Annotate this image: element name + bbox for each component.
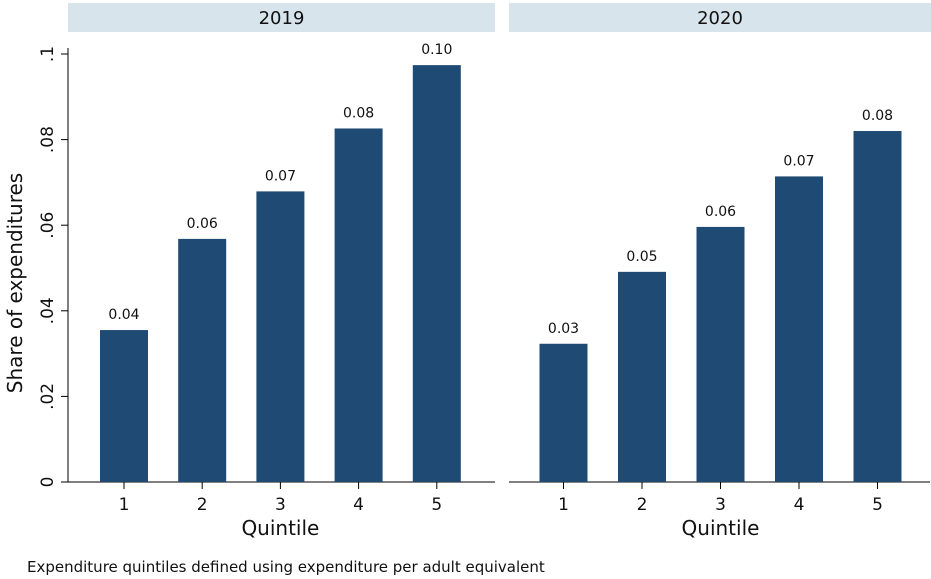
x-tick-label: 4 <box>353 495 364 515</box>
x-tick-label: 3 <box>275 495 286 515</box>
bar-data-label: 0.05 <box>626 249 657 265</box>
x-tick-label: 2 <box>197 495 208 515</box>
bar <box>853 131 902 483</box>
x-tick-label: 5 <box>431 495 442 515</box>
y-tick-label: .1 <box>38 46 58 62</box>
x-axis-title: Quintile <box>682 516 760 540</box>
chart-note: Expenditure quintiles defined using expe… <box>27 558 545 576</box>
bar <box>100 330 148 482</box>
x-tick-label: 1 <box>558 495 569 515</box>
bar <box>412 65 461 483</box>
bar-data-label: 0.07 <box>265 168 296 184</box>
panel-2019: 2019 0.04 1 0.06 2 0.07 3 0.08 4 0.10 5 Quintile <box>68 3 495 540</box>
bar <box>334 128 383 483</box>
x-axis-title: Quintile <box>241 516 319 540</box>
axis-layer: 0 .02 .04 .06 .08 .1 <box>38 46 69 488</box>
bar <box>618 271 666 482</box>
y-axis-title: Share of expenditures <box>3 173 27 393</box>
y-tick-label: .06 <box>38 212 58 239</box>
bar-data-label: 0.03 <box>548 321 579 337</box>
bar <box>539 343 588 482</box>
x-tick-label: 3 <box>715 495 726 515</box>
bar-data-label: 0.06 <box>705 204 736 220</box>
x-tick-label: 5 <box>872 495 883 515</box>
bar-data-label: 0.08 <box>862 108 893 124</box>
panel-title: 2019 <box>259 8 305 29</box>
y-tick-label: 0 <box>38 477 58 488</box>
bar-data-label: 0.04 <box>108 307 139 323</box>
bar <box>256 191 305 482</box>
bar <box>696 226 745 482</box>
bar <box>775 176 823 482</box>
bar-data-label: 0.10 <box>421 42 452 58</box>
bar <box>178 238 227 482</box>
panel-strip <box>68 3 495 32</box>
panel-2020: 2020 0.03 1 0.05 2 0.06 3 0.07 4 0.08 5 Quintile <box>509 3 931 540</box>
y-tick-label: .02 <box>38 383 58 410</box>
y-tick-label: .04 <box>38 297 58 324</box>
bar-data-label: 0.06 <box>187 216 218 232</box>
panel-strip <box>509 3 931 32</box>
x-tick-label: 1 <box>119 495 130 515</box>
panels-layer: 20190.0410.0620.0730.0840.105Quintile202… <box>68 3 931 540</box>
bar-data-label: 0.08 <box>343 105 374 121</box>
bar-data-label: 0.07 <box>783 153 814 169</box>
y-tick-label: .08 <box>38 126 58 153</box>
x-tick-label: 2 <box>637 495 648 515</box>
panel-title: 2020 <box>697 8 743 29</box>
x-tick-label: 4 <box>794 495 805 515</box>
